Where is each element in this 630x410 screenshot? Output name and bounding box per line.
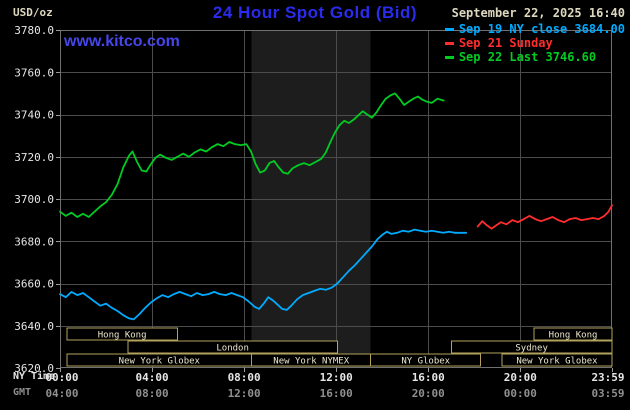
gmt-tick-label: 20:00 bbox=[412, 387, 445, 400]
ny-time-tick-label: 12:00 bbox=[320, 371, 353, 384]
gmt-tick-label: 04:00 bbox=[45, 387, 78, 400]
session-label: New York NYMEX bbox=[273, 357, 349, 367]
session-label: London bbox=[216, 344, 249, 354]
session-label: Hong Kong bbox=[549, 331, 598, 341]
session-box bbox=[127, 340, 338, 354]
ny-time-tick-label: 20:00 bbox=[504, 371, 537, 384]
session-box bbox=[66, 327, 178, 341]
legend-label: Sep 19 NY close 3684.00 bbox=[458, 22, 625, 36]
legend-dash-icon bbox=[444, 28, 454, 31]
legend-label: Sep 22 Last 3746.60 bbox=[458, 50, 597, 64]
kitco-watermark-link[interactable]: www.kitco.com bbox=[64, 33, 180, 50]
legend-label: Sep 21 Sunday bbox=[458, 36, 553, 50]
session-label: Sydney bbox=[515, 344, 548, 354]
legend-item-sep21: Sep 21 Sunday bbox=[444, 36, 625, 50]
session-box bbox=[533, 327, 613, 341]
ny-time-tick-label: 04:00 bbox=[136, 371, 169, 384]
y-tick-label: 3700.0 bbox=[14, 193, 54, 206]
gmt-tick-label: 03:59 bbox=[591, 387, 624, 400]
series-sep-19-ny-close bbox=[59, 228, 468, 321]
series-sep-22 bbox=[59, 92, 445, 218]
session-box bbox=[370, 353, 482, 367]
legend-item-sep22: Sep 22 Last 3746.60 bbox=[444, 50, 625, 64]
plot-border bbox=[60, 30, 612, 368]
gmt-tick-label: 00:00 bbox=[504, 387, 537, 400]
ny-time-axis-label: NY Time bbox=[13, 371, 56, 382]
gmt-axis-label: GMT bbox=[13, 387, 32, 398]
session-label: Hong Kong bbox=[98, 331, 147, 341]
session-box bbox=[501, 353, 613, 367]
y-tick-label: 3620.0 bbox=[14, 362, 54, 375]
y-tick-label: 3640.0 bbox=[14, 320, 54, 333]
ny-time-tick-label: 08:00 bbox=[228, 371, 261, 384]
y-tick-label: 3680.0 bbox=[14, 235, 54, 248]
session-label: New York Globex bbox=[119, 357, 201, 367]
legend-dash-icon bbox=[444, 42, 454, 45]
ny-time-tick-label: 16:00 bbox=[412, 371, 445, 384]
legend: Sep 19 NY close 3684.00 Sep 21 Sunday Se… bbox=[444, 22, 625, 64]
series-sep-21-sunday bbox=[476, 204, 613, 230]
session-label: New York Globex bbox=[516, 357, 598, 367]
y-tick-label: 3720.0 bbox=[14, 151, 54, 164]
gmt-tick-label: 08:00 bbox=[136, 387, 169, 400]
y-axis-unit-label: USD/oz bbox=[13, 6, 53, 19]
gmt-tick-label: 12:00 bbox=[228, 387, 261, 400]
gmt-tick-label: 16:00 bbox=[320, 387, 353, 400]
y-tick-label: 3740.0 bbox=[14, 109, 54, 122]
ny-time-tick-label: 23:59 bbox=[591, 371, 624, 384]
legend-item-sep19: Sep 19 NY close 3684.00 bbox=[444, 22, 625, 36]
chart-datetime: September 22, 2025 16:40 bbox=[451, 6, 625, 20]
legend-dash-icon bbox=[444, 56, 454, 59]
page-title: 24 Hour Spot Gold (Bid) bbox=[212, 3, 418, 22]
y-tick-label: 3760.0 bbox=[14, 66, 54, 79]
ny-time-tick-label: 00:00 bbox=[45, 371, 78, 384]
y-tick-label: 3780.0 bbox=[14, 24, 54, 37]
y-tick-label: 3660.0 bbox=[14, 278, 54, 291]
session-box bbox=[450, 340, 613, 354]
session-label: NY Globex bbox=[401, 357, 450, 367]
